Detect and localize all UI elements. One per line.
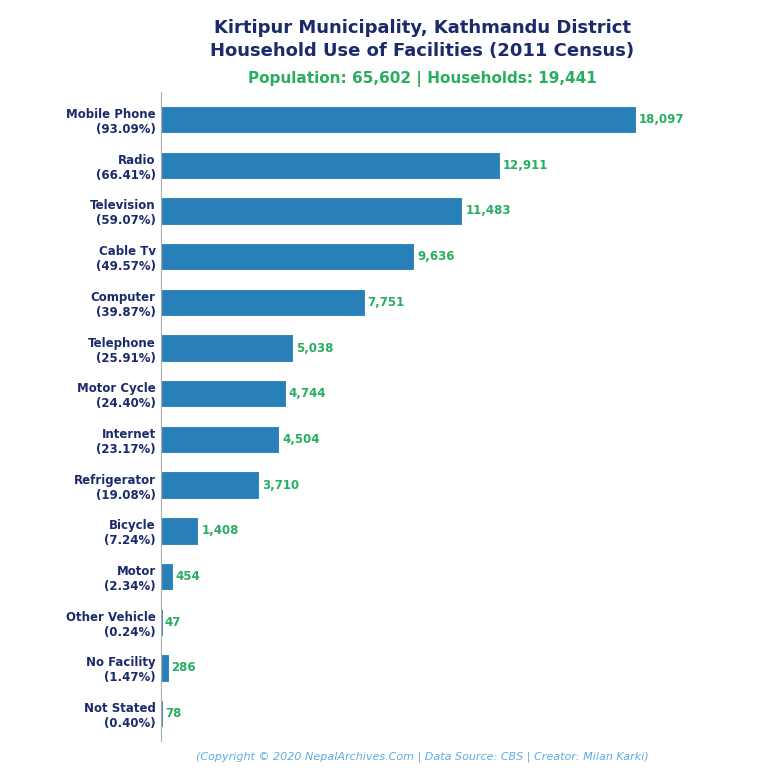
- Text: 4,744: 4,744: [289, 387, 326, 400]
- Bar: [161, 563, 174, 591]
- Bar: [161, 380, 286, 408]
- Text: 78: 78: [165, 707, 182, 720]
- Text: 47: 47: [164, 616, 181, 629]
- Text: 7,751: 7,751: [368, 296, 405, 309]
- Text: (Copyright © 2020 NepalArchives.Com | Data Source: CBS | Creator: Milan Karki): (Copyright © 2020 NepalArchives.Com | Da…: [196, 751, 649, 762]
- Text: Kirtipur Municipality, Kathmandu District: Kirtipur Municipality, Kathmandu Distric…: [214, 19, 631, 37]
- Text: Population: 65,602 | Households: 19,441: Population: 65,602 | Households: 19,441: [248, 71, 597, 87]
- Text: 18,097: 18,097: [639, 113, 684, 126]
- Bar: [161, 106, 636, 134]
- Text: 454: 454: [175, 570, 200, 583]
- Text: 1,408: 1,408: [201, 525, 239, 538]
- Bar: [161, 334, 293, 362]
- Bar: [161, 243, 414, 270]
- Bar: [161, 425, 280, 453]
- Text: 5,038: 5,038: [296, 342, 334, 355]
- Bar: [161, 700, 164, 727]
- Text: 3,710: 3,710: [262, 478, 299, 492]
- Text: 4,504: 4,504: [283, 433, 320, 446]
- Text: 9,636: 9,636: [417, 250, 455, 263]
- Text: Household Use of Facilities (2011 Census): Household Use of Facilities (2011 Census…: [210, 42, 634, 60]
- Bar: [161, 289, 365, 316]
- Bar: [161, 151, 500, 179]
- Bar: [161, 197, 462, 225]
- Text: 12,911: 12,911: [503, 159, 548, 172]
- Bar: [161, 472, 259, 499]
- Bar: [161, 654, 169, 682]
- Text: 286: 286: [170, 661, 196, 674]
- Bar: [161, 517, 198, 545]
- Text: 11,483: 11,483: [465, 204, 511, 217]
- Bar: [161, 608, 163, 636]
